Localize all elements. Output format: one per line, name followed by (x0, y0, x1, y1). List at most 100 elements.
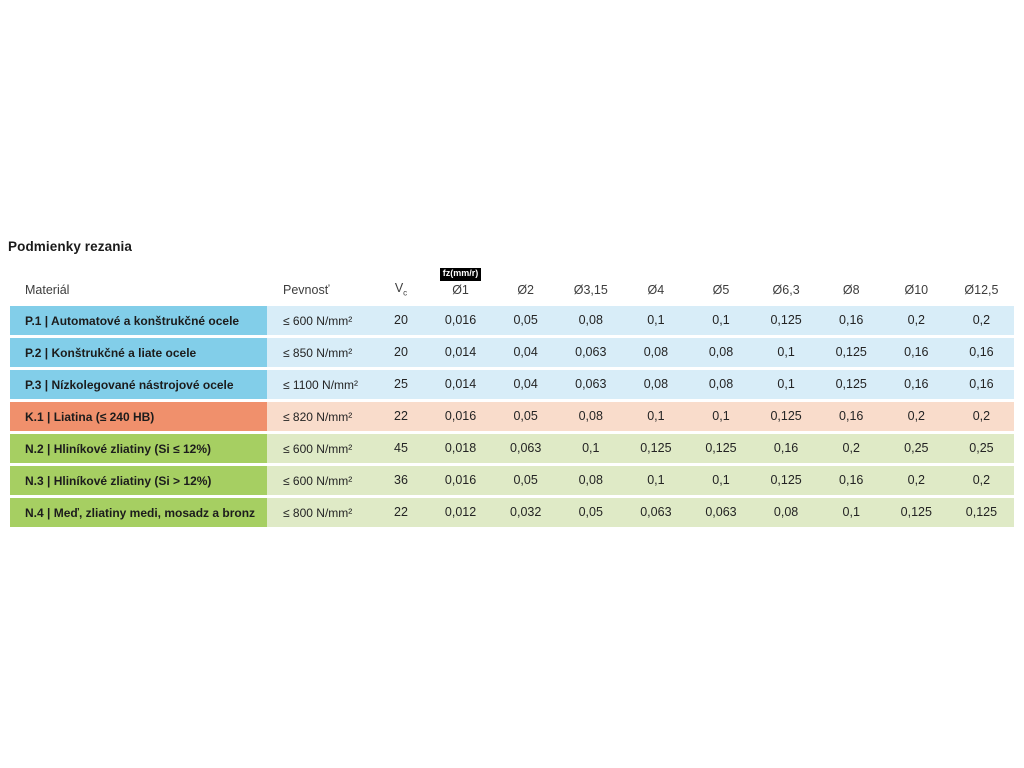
strength-cell: ≤ 850 N/mm² (283, 345, 353, 360)
fz-value-cell: 0,016 (444, 313, 477, 328)
column-header-d6: Ø6,3 (772, 283, 800, 298)
fz-value-cell: 0,1 (647, 313, 665, 328)
vc-cell: 22 (394, 505, 408, 520)
column-header-d1: fz(mm/r) Ø1 (428, 268, 493, 299)
fz-value-cell: 0,08 (708, 345, 734, 360)
fz-value-cell: 0,08 (578, 473, 603, 488)
material-cell: K.1 | Liatina (≤ 240 HB) (10, 402, 267, 431)
fz-value-cell: 0,08 (708, 377, 734, 392)
fz-unit-badge: fz(mm/r) (439, 268, 482, 282)
fz-value-cell: 0,16 (969, 345, 994, 360)
fz-value-cell: 0,05 (513, 473, 538, 488)
column-header-d7: Ø8 (842, 283, 860, 298)
material-cell: N.4 | Meď, zliatiny medi, mosadz a bronz (10, 498, 267, 527)
fz-value-cell: 0,1 (712, 473, 730, 488)
vc-cell: 20 (394, 313, 408, 328)
fz-value-cell: 0,1 (647, 473, 665, 488)
fz-value-cell: 0,125 (705, 441, 737, 456)
column-header-d4: Ø4 (647, 283, 665, 298)
table-row: K.1 | Liatina (≤ 240 HB) ≤ 820 N/mm² 22 … (10, 402, 1014, 431)
vc-cell: 22 (394, 409, 408, 424)
strength-cell: ≤ 600 N/mm² (283, 313, 353, 328)
fz-value-cell: 0,16 (904, 345, 929, 360)
fz-value-cell: 0,1 (842, 505, 860, 520)
fz-value-cell: 0,063 (640, 505, 672, 520)
material-cell: P.1 | Automatové a konštrukčné ocele (10, 306, 267, 335)
table-header-row: Materiál Pevnosť Vc fz(mm/r) Ø1 Ø2 Ø3,15… (10, 258, 1014, 299)
fz-value-cell: 0,04 (513, 345, 538, 360)
fz-value-cell: 0,063 (575, 377, 607, 392)
fz-value-cell: 0,016 (444, 473, 477, 488)
material-cell: P.2 | Konštrukčné a liate ocele (10, 338, 267, 367)
fz-value-cell: 0,1 (777, 345, 795, 360)
cutting-conditions-table: Materiál Pevnosť Vc fz(mm/r) Ø1 Ø2 Ø3,15… (10, 258, 1014, 530)
fz-value-cell: 0,063 (575, 345, 607, 360)
table-row: P.1 | Automatové a konštrukčné ocele ≤ 6… (10, 306, 1014, 335)
fz-value-cell: 0,08 (773, 505, 799, 520)
strength-cell: ≤ 800 N/mm² (283, 505, 353, 520)
fz-value-cell: 0,08 (643, 377, 669, 392)
fz-value-cell: 0,063 (510, 441, 542, 456)
column-header-d3: Ø3,15 (573, 283, 608, 298)
strength-cell: ≤ 1100 N/mm² (283, 377, 359, 392)
column-header-d2: Ø2 (517, 283, 534, 298)
fz-value-cell: 0,25 (969, 441, 994, 456)
table-row: P.2 | Konštrukčné a liate ocele ≤ 850 N/… (10, 338, 1014, 367)
column-header-d8: Ø10 (904, 283, 929, 298)
fz-value-cell: 0,012 (444, 505, 477, 520)
vc-subscript: c (403, 288, 408, 298)
strength-cell: ≤ 600 N/mm² (283, 441, 353, 456)
table-row: N.3 | Hliníkové zliatiny (Si > 12%) ≤ 60… (10, 466, 1014, 495)
fz-value-cell: 0,125 (770, 473, 802, 488)
fz-value-cell: 0,125 (770, 313, 802, 328)
fz-value-cell: 0,2 (972, 313, 991, 328)
fz-value-cell: 0,2 (842, 441, 860, 456)
fz-value-cell: 0,1 (647, 409, 665, 424)
fz-value-cell: 0,063 (705, 505, 737, 520)
vc-cell: 45 (394, 441, 408, 456)
fz-value-cell: 0,2 (972, 473, 991, 488)
fz-value-cell: 0,125 (770, 409, 802, 424)
material-cell: P.3 | Nízkolegované nástrojové ocele (10, 370, 267, 399)
fz-value-cell: 0,1 (712, 409, 730, 424)
page-title: Podmienky rezania (8, 239, 132, 254)
column-header-vc: Vc (374, 281, 428, 299)
vc-cell: 20 (394, 345, 408, 360)
fz-value-cell: 0,032 (510, 505, 542, 520)
fz-value-cell: 0,014 (444, 377, 477, 392)
fz-value-cell: 0,05 (513, 409, 538, 424)
fz-value-cell: 0,25 (904, 441, 929, 456)
fz-value-cell: 0,16 (839, 409, 864, 424)
fz-value-cell: 0,2 (907, 473, 926, 488)
column-header-d9: Ø12,5 (964, 283, 999, 298)
fz-value-cell: 0,2 (907, 313, 926, 328)
fz-value-cell: 0,04 (513, 377, 538, 392)
fz-value-cell: 0,16 (904, 377, 929, 392)
fz-value-cell: 0,125 (835, 345, 867, 360)
fz-value-cell: 0,08 (578, 313, 603, 328)
column-header-strength: Pevnosť (283, 283, 330, 298)
strength-cell: ≤ 600 N/mm² (283, 473, 353, 488)
fz-value-cell: 0,018 (444, 441, 477, 456)
fz-value-cell: 0,1 (712, 313, 730, 328)
fz-value-cell: 0,1 (777, 377, 795, 392)
fz-value-cell: 0,16 (839, 473, 864, 488)
fz-value-cell: 0,125 (835, 377, 867, 392)
fz-value-cell: 0,125 (900, 505, 932, 520)
vc-cell: 36 (394, 473, 408, 488)
fz-value-cell: 0,08 (578, 409, 603, 424)
fz-value-cell: 0,125 (965, 505, 998, 520)
fz-value-cell: 0,125 (640, 441, 672, 456)
column-header-d5: Ø5 (712, 283, 730, 298)
fz-value-cell: 0,2 (972, 409, 991, 424)
diameter-label: Ø1 (452, 283, 469, 298)
fz-value-cell: 0,05 (513, 313, 538, 328)
fz-value-cell: 0,014 (444, 345, 477, 360)
vc-cell: 25 (394, 377, 408, 392)
fz-value-cell: 0,016 (444, 409, 477, 424)
fz-value-cell: 0,16 (773, 441, 799, 456)
fz-value-cell: 0,16 (839, 313, 864, 328)
strength-cell: ≤ 820 N/mm² (283, 409, 353, 424)
fz-value-cell: 0,16 (969, 377, 994, 392)
fz-value-cell: 0,05 (578, 505, 603, 520)
